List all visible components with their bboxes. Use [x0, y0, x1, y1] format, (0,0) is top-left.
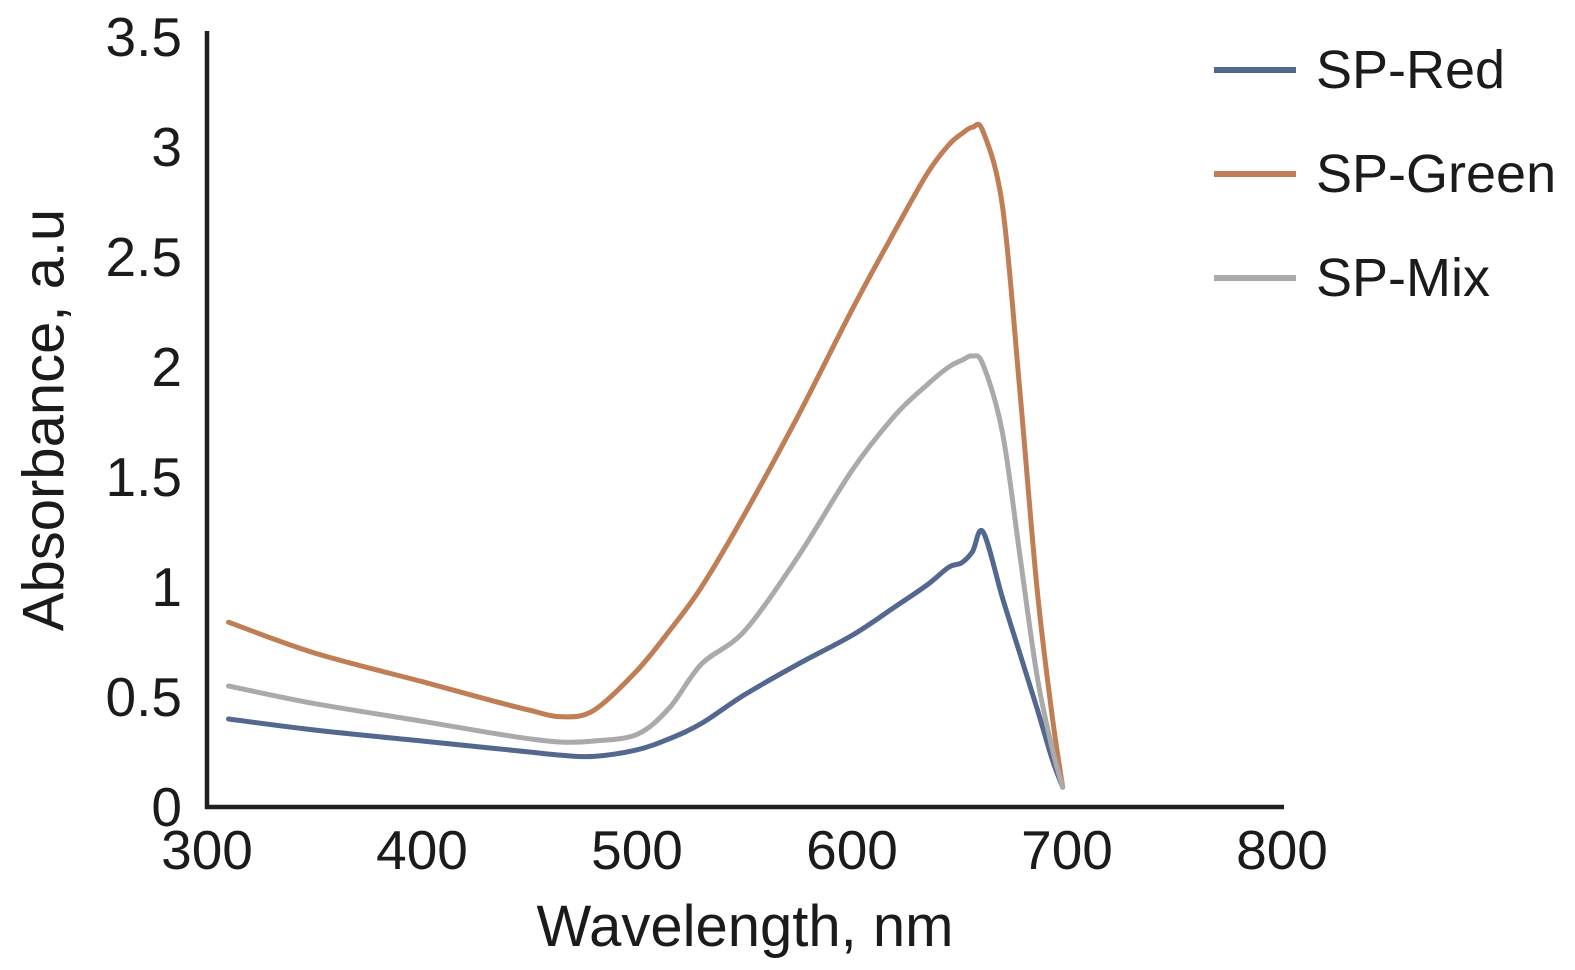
x-tick-label-300: 300 [161, 819, 253, 881]
axis-lines [204, 31, 1284, 810]
y-tick-label-2.5: 2.5 [105, 226, 182, 288]
x-tick-label-600: 600 [806, 819, 898, 881]
x-tick-label-700: 700 [1021, 819, 1113, 881]
legend-line-swatch-sp-red [1214, 67, 1296, 73]
series-line-sp-green [226, 121, 1066, 790]
legend-item-sp-mix: SP-Mix [1214, 247, 1490, 309]
y-tick-label-2: 2 [151, 336, 182, 398]
x-tick-label-800: 800 [1236, 819, 1328, 881]
x-axis-label: Wavelength, nm [536, 894, 954, 959]
legend-line-swatch-sp-green [1214, 171, 1296, 177]
legend-item-sp-red: SP-Red [1214, 39, 1505, 101]
x-tick-label-400: 400 [376, 819, 468, 881]
y-tick-label-1.5: 1.5 [105, 446, 182, 508]
series-line-sp-red [226, 527, 1066, 790]
legend-label-sp-green: SP-Green [1316, 144, 1557, 204]
x-tick-label-500: 500 [591, 819, 683, 881]
y-tick-label-3.5: 3.5 [105, 6, 182, 68]
legend-line-swatch-sp-mix [1214, 275, 1296, 281]
legend-label-sp-mix: SP-Mix [1316, 248, 1490, 308]
y-tick-label-1: 1 [151, 556, 182, 618]
y-tick-label-0: 0 [151, 776, 182, 838]
legend-item-sp-green: SP-Green [1214, 143, 1556, 205]
y-tick-label-3: 3 [151, 116, 182, 178]
y-tick-label-0.5: 0.5 [105, 666, 182, 728]
legend-label-sp-red: SP-Red [1316, 40, 1506, 100]
series-line-sp-mix [226, 353, 1066, 790]
